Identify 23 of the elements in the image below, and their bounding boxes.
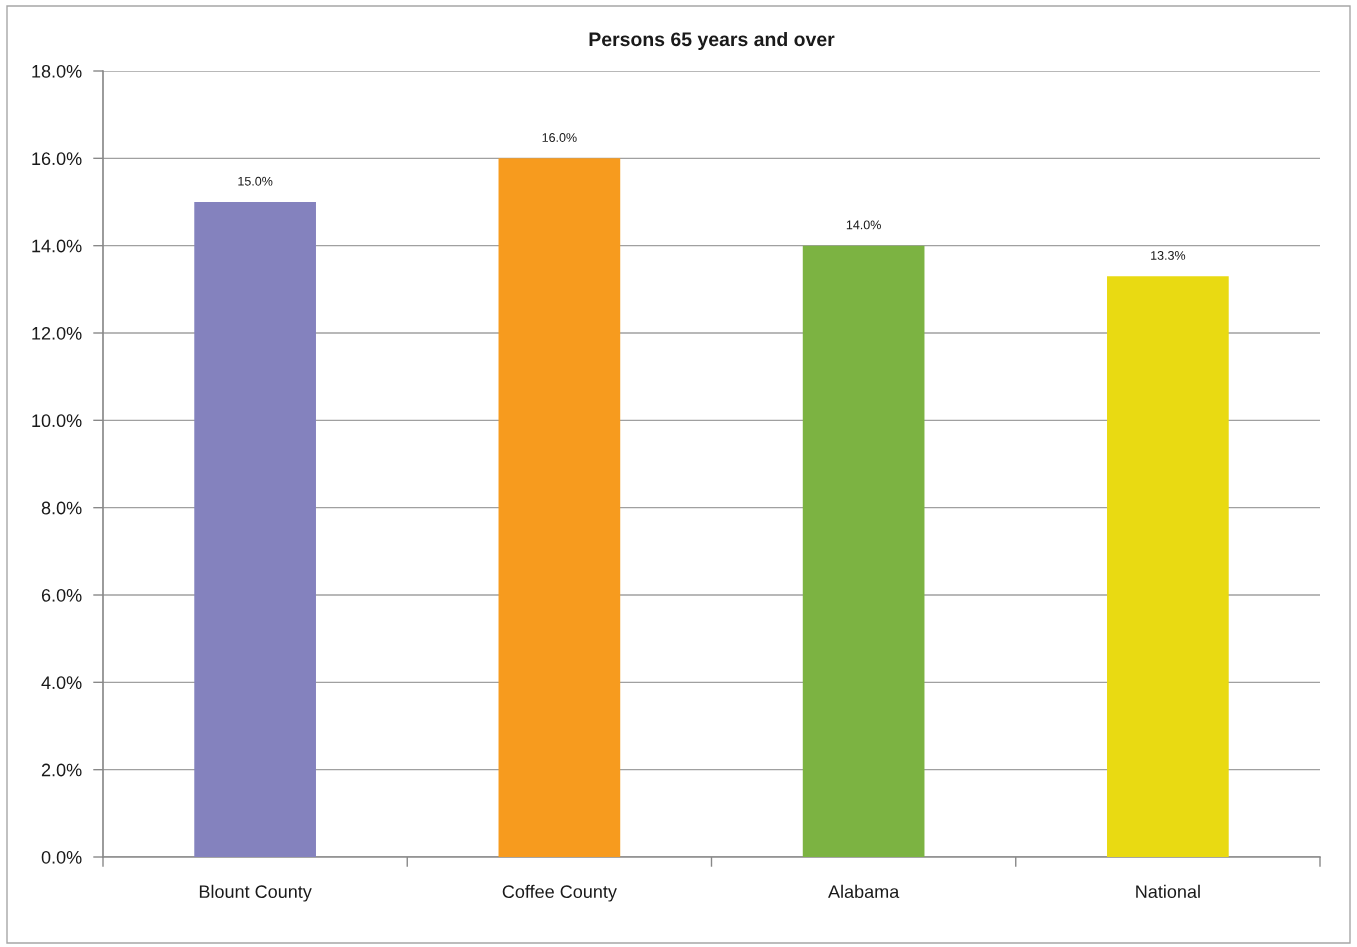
x-tick-label: Blount County: [199, 884, 312, 902]
data-label: 14.0%: [846, 220, 881, 230]
bar: [1107, 276, 1229, 857]
y-tick-label: 12.0%: [32, 326, 82, 340]
data-label: 13.3%: [1151, 251, 1186, 260]
y-tick-label: 6.0%: [41, 588, 82, 602]
y-tick-label: 14.0%: [32, 239, 82, 253]
bar: [802, 245, 925, 857]
x-tick-label: Alabama: [828, 884, 900, 899]
bar: [194, 202, 316, 857]
chart-title: Persons 65 years and over: [589, 31, 835, 51]
data-label: 15.0%: [238, 176, 273, 186]
y-tick-label: 4.0%: [41, 676, 82, 690]
y-tick-label: 18.0%: [32, 64, 82, 78]
y-tick-label: 16.0%: [32, 152, 82, 166]
y-tick-label: 2.0%: [41, 763, 82, 777]
bar: [498, 158, 621, 857]
y-tick-label: 8.0%: [41, 501, 82, 515]
x-tick-label: Coffee County: [502, 884, 617, 902]
x-tick-label: National: [1136, 884, 1200, 899]
y-tick-label: 10.0%: [32, 414, 82, 428]
data-label: 16.0%: [542, 133, 577, 142]
y-tick-label: 0.0%: [41, 850, 82, 864]
